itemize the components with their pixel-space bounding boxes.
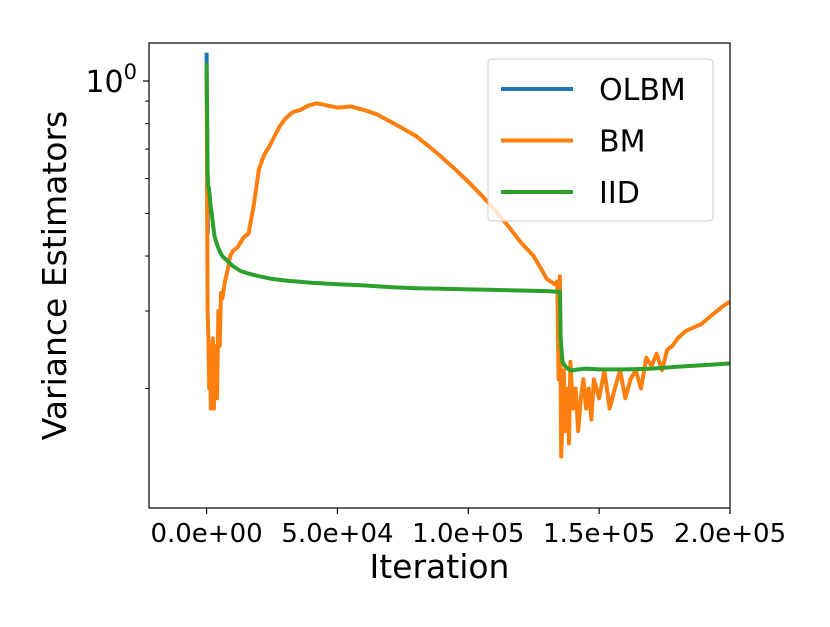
legend-label-olbm: OLBM (599, 73, 686, 108)
x-tick-label: 1.0e+05 (412, 519, 524, 549)
x-tick-label: 2.0e+05 (674, 519, 786, 549)
y-tick-label: 100 (85, 60, 137, 100)
y-axis-label: Variance Estimators (35, 111, 74, 440)
legend-box (487, 58, 714, 222)
legend-label-iid: IID (599, 176, 640, 211)
x-tick-label: 5.0e+04 (281, 519, 393, 549)
plot-frame (148, 42, 731, 509)
x-axis-label: Iteration (370, 547, 510, 586)
x-tick-label: 1.5e+05 (543, 519, 655, 549)
legend: OLBM BM IID (487, 58, 714, 222)
x-tick-label: 0.0e+00 (150, 519, 262, 549)
x-axis: 0.0e+00 5.0e+04 1.0e+05 1.5e+05 2.0e+05 (150, 508, 786, 549)
y-axis: 100 (85, 60, 149, 389)
series-line-iid (204, 62, 730, 373)
legend-label-bm: BM (599, 125, 645, 160)
